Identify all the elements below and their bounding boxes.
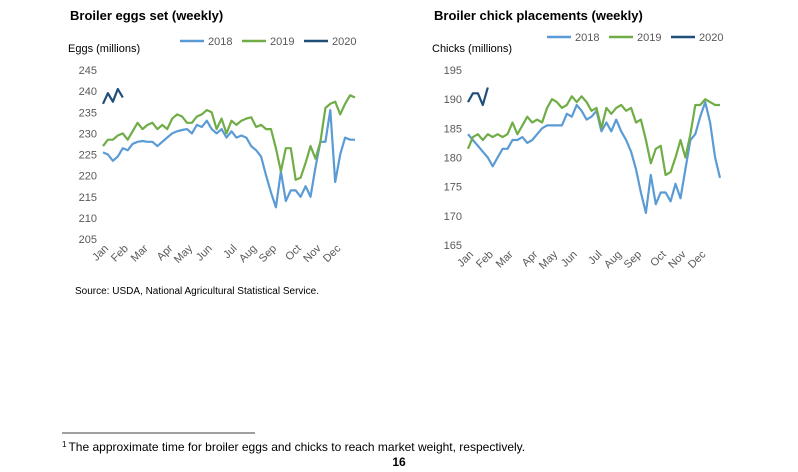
y-tick-label: 165 <box>444 240 462 252</box>
x-tick-label: Nov <box>666 248 689 271</box>
x-tick-label: Feb <box>109 243 131 265</box>
x-tick-label: Nov <box>301 242 324 265</box>
x-tick-label: Mar <box>494 248 516 270</box>
x-tick-label: Aug <box>237 243 259 265</box>
legend-label: 2019 <box>637 32 661 44</box>
series-line <box>467 101 722 214</box>
y-tick-label: 240 <box>79 86 97 98</box>
x-tick-label: Sep <box>257 243 279 265</box>
x-tick-label: Feb <box>474 249 496 271</box>
legend-label: 2020 <box>699 32 723 44</box>
y-tick-label: 205 <box>79 234 97 246</box>
footnote-marker: 1 <box>62 440 67 449</box>
y-tick-label: 195 <box>444 65 462 77</box>
x-tick-label: Jun <box>559 249 580 270</box>
x-tick-label: Jul <box>221 243 239 261</box>
x-tick-label: Oct <box>648 249 669 270</box>
page-number: 16 <box>392 455 406 467</box>
series-line <box>466 95 720 177</box>
x-tick-label: Aug <box>602 249 624 271</box>
x-tick-label: May <box>172 242 196 266</box>
x-tick-label: Sep <box>622 249 644 271</box>
x-tick-label: Apr <box>520 248 541 269</box>
chart: Broiler eggs set (weekly) Eggs (millions)… <box>68 8 356 266</box>
x-tick-label: Dec <box>686 248 709 271</box>
footnote: 1 The approximate time for broiler eggs a… <box>62 440 525 454</box>
legend-label: 2018 <box>208 36 232 48</box>
x-tick-label: Mar <box>129 242 151 264</box>
chart: Broiler chick placements (weekly) Chicks … <box>432 8 723 272</box>
y-tick-label: 235 <box>79 107 97 119</box>
source-note: Source: USDA, National Agricultural Stat… <box>75 286 319 297</box>
legend-label: 2020 <box>332 36 356 48</box>
x-tick-label: Oct <box>283 243 304 264</box>
footnote-text: The approximate time for broiler eggs an… <box>68 440 525 454</box>
series-line <box>467 87 489 107</box>
chart-title: Broiler chick placements (weekly) <box>434 8 643 23</box>
y-tick-label: 210 <box>79 213 97 225</box>
legend-label: 2018 <box>575 32 599 44</box>
y-tick-label: 180 <box>444 153 462 165</box>
y-tick-label: 220 <box>79 171 97 183</box>
y-tick-label: 175 <box>444 182 462 194</box>
chart-title: Broiler eggs set (weekly) <box>70 8 223 23</box>
series-line <box>102 87 124 105</box>
y-tick-label: 245 <box>79 65 97 77</box>
series-line <box>102 109 355 209</box>
x-tick-label: Dec <box>321 242 344 265</box>
y-tick-label: 170 <box>444 211 462 223</box>
y-tick-label: 225 <box>79 150 97 162</box>
x-tick-label: May <box>537 248 561 272</box>
y-tick-label: 230 <box>79 128 97 140</box>
y-tick-label: 185 <box>444 123 462 135</box>
y-axis-label: Chicks (millions) <box>432 43 512 55</box>
y-tick-label: 190 <box>444 94 462 106</box>
x-tick-label: Jun <box>194 243 215 264</box>
y-axis-label: Eggs (millions) <box>68 43 140 55</box>
y-tick-label: 215 <box>79 192 97 204</box>
legend-label: 2019 <box>270 36 294 48</box>
x-tick-label: Jul <box>586 249 604 267</box>
x-tick-label: Apr <box>155 242 176 263</box>
series-line <box>102 94 356 181</box>
